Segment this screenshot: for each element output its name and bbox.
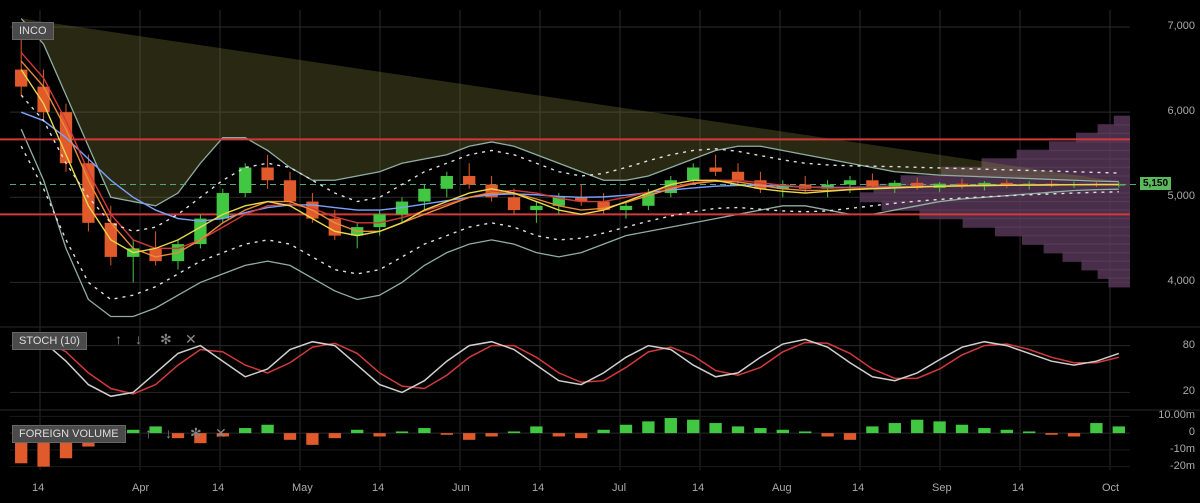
- axis-tick-label: 14: [32, 482, 44, 494]
- axis-tick-label: 6,000: [1167, 105, 1195, 117]
- axis-tick-label: 0: [1189, 426, 1195, 438]
- gear-icon[interactable]: ✻: [190, 425, 202, 442]
- axis-tick-label: 14: [692, 482, 704, 494]
- arrow-down-icon[interactable]: ↓: [165, 425, 172, 441]
- chart-svg: [0, 0, 1200, 503]
- axis-tick-label: -10m: [1170, 443, 1195, 455]
- axis-tick-label: 14: [852, 482, 864, 494]
- axis-tick-label: 14: [212, 482, 224, 494]
- arrow-up-icon[interactable]: ↑: [115, 331, 122, 347]
- axis-tick-label: 14: [372, 482, 384, 494]
- axis-tick-label: Aug: [772, 482, 792, 494]
- axis-tick-label: May: [292, 482, 313, 494]
- ticker-label: INCO: [12, 22, 54, 40]
- close-icon[interactable]: ✕: [215, 425, 227, 442]
- volume-label: FOREIGN VOLUME: [12, 425, 126, 443]
- axis-tick-label: 20: [1183, 385, 1195, 397]
- chart-root[interactable]: INCO STOCH (10) FOREIGN VOLUME ↑ ↓ ✻ ✕ ↑…: [0, 0, 1200, 503]
- price-callout: 5,150: [1140, 177, 1171, 190]
- axis-tick-label: 5,000: [1167, 190, 1195, 202]
- axis-tick-label: 14: [1012, 482, 1024, 494]
- axis-tick-label: 10.00m: [1158, 409, 1195, 421]
- gear-icon[interactable]: ✻: [160, 331, 172, 348]
- axis-tick-label: 7,000: [1167, 20, 1195, 32]
- axis-tick-label: Apr: [132, 482, 149, 494]
- axis-tick-label: Sep: [932, 482, 952, 494]
- axis-tick-label: 4,000: [1167, 275, 1195, 287]
- stoch-label: STOCH (10): [12, 332, 87, 350]
- arrow-up-icon[interactable]: ↑: [145, 425, 152, 441]
- axis-tick-label: Jun: [452, 482, 470, 494]
- close-icon[interactable]: ✕: [185, 331, 197, 348]
- axis-tick-label: Jul: [612, 482, 626, 494]
- axis-tick-label: 14: [532, 482, 544, 494]
- axis-tick-label: 80: [1183, 339, 1195, 351]
- arrow-down-icon[interactable]: ↓: [135, 331, 142, 347]
- axis-tick-label: Oct: [1102, 482, 1119, 494]
- axis-tick-label: -20m: [1170, 460, 1195, 472]
